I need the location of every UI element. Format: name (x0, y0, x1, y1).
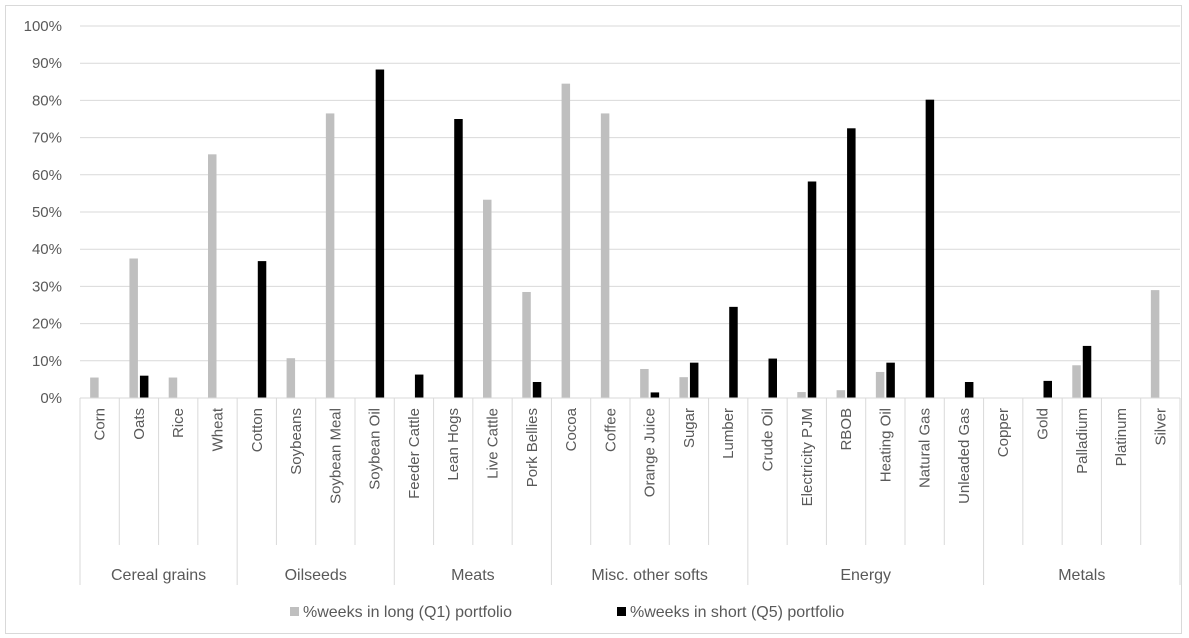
category-label: Soybeans (288, 408, 305, 475)
category-label: Soybean Oil (367, 408, 384, 490)
y-tick-label: 90% (32, 55, 62, 72)
bar-short (650, 392, 660, 398)
y-tick-label: 100% (24, 18, 62, 35)
group-label: Oilseeds (285, 567, 347, 584)
bar-long (168, 377, 178, 398)
category-label: Lean Hogs (445, 408, 462, 481)
y-tick-label: 70% (32, 130, 62, 147)
bar-short (886, 362, 895, 398)
bar-long (875, 371, 885, 398)
category-labels: Corn Oats Rice Wheat Cotton Soybeans Soybean M… (92, 407, 1170, 506)
category-label: Corn (92, 408, 109, 441)
bar-short (139, 375, 149, 398)
legend-swatch-short (617, 607, 626, 616)
bar-short (454, 119, 463, 398)
category-label: Heating Oil (877, 408, 894, 482)
category-label: Oats (131, 408, 148, 440)
gridlines (80, 25, 1180, 362)
category-label: Coffee (602, 408, 619, 452)
bar-short (729, 306, 738, 398)
bar-long (129, 258, 138, 398)
bar-long (90, 377, 99, 398)
bar-long (836, 390, 846, 398)
category-label: Rice (170, 408, 187, 438)
bar-short (964, 382, 974, 398)
y-tick-label: 20% (32, 316, 62, 333)
y-tick-label: 40% (32, 241, 62, 258)
category-label: Cotton (249, 408, 266, 452)
category-label: Soybean Meal (327, 408, 344, 504)
bar-short (1082, 345, 1092, 398)
category-label: Platinum (1113, 408, 1130, 466)
bar-short (847, 128, 856, 399)
bar-long (483, 199, 492, 398)
bar-long (1150, 290, 1160, 398)
category-axis (79, 397, 1181, 585)
legend-label-long: %weeks in long (Q1) portfolio (303, 604, 512, 621)
bar-short (925, 99, 935, 398)
category-label: Sugar (681, 408, 698, 448)
category-label: Crude Oil (760, 408, 777, 471)
y-tick-label: 10% (32, 353, 62, 370)
group-label: Metals (1058, 567, 1105, 584)
category-label: Feeder Cattle (406, 408, 423, 499)
y-tick-label: 60% (32, 167, 62, 184)
y-tick-label: 80% (32, 92, 62, 109)
group-label: Misc. other softs (591, 567, 707, 584)
category-label: Palladium (1074, 408, 1091, 474)
group-label: Meats (451, 567, 495, 584)
category-label: Cocoa (563, 407, 580, 451)
bar-long (522, 291, 531, 398)
y-tick-label: 50% (32, 204, 62, 221)
bar-long (679, 377, 688, 398)
chart-area (5, 5, 1182, 634)
bar-short (532, 382, 542, 398)
category-label: Live Cattle (485, 408, 502, 479)
legend: %weeks in long (Q1) portfolio %weeks in s… (290, 604, 844, 621)
category-label: Copper (995, 408, 1012, 457)
group-label: Cereal grains (111, 567, 206, 584)
bar-long (561, 83, 571, 398)
y-tick-label: 30% (32, 278, 62, 295)
bar-long (797, 392, 806, 398)
category-label: Unleaded Gas (956, 408, 973, 504)
bar-long (600, 113, 610, 399)
category-label: Orange Juice (642, 408, 659, 497)
y-axis-tick-labels: 0% 10% 20% 30% 40% 50% 60% 70% 80% 90% 100% (24, 18, 62, 407)
category-label: Lumber (720, 408, 737, 459)
category-label: Gold (1035, 408, 1052, 440)
category-label: Wheat (210, 407, 227, 451)
category-label: Pork Bellies (524, 408, 541, 487)
group-label: Energy (840, 567, 891, 584)
category-label: Silver (1152, 408, 1169, 446)
bar-short (414, 374, 424, 398)
bar-short (375, 69, 385, 399)
bar-short (1043, 380, 1052, 398)
bar-short (807, 181, 817, 398)
bar-long (325, 113, 335, 399)
bar-short (689, 362, 699, 398)
bar-short (257, 261, 267, 398)
bar-short (768, 358, 777, 398)
group-labels: Cereal grains Oilseeds Meats Misc. other so… (111, 567, 1105, 584)
legend-swatch-long (290, 607, 299, 616)
bar-long (208, 154, 217, 398)
bar-long (640, 368, 649, 398)
category-label: Natural Gas (917, 408, 934, 488)
category-label: Electricity PJM (799, 408, 816, 506)
bar-long (286, 358, 296, 398)
category-label: RBOB (838, 408, 855, 451)
y-tick-label: 0% (40, 390, 62, 407)
bar-long (1072, 365, 1081, 398)
bars (90, 69, 1160, 399)
legend-label-short: %weeks in short (Q5) portfolio (630, 604, 844, 621)
